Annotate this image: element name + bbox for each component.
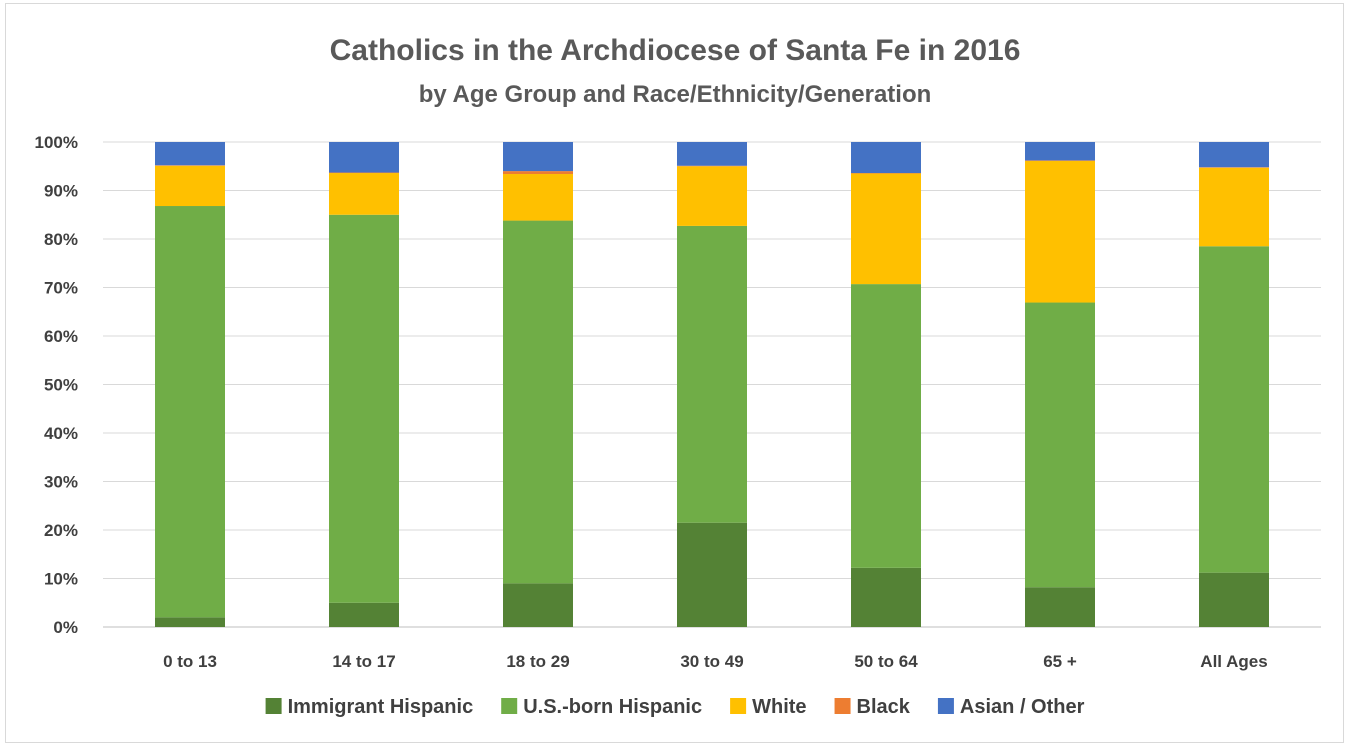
y-tick-label: 50% <box>44 376 78 395</box>
y-tick-label: 70% <box>44 279 78 298</box>
bar-segment-asian-other <box>329 142 399 173</box>
bar-segment-white <box>155 165 225 207</box>
legend-label: Immigrant Hispanic <box>288 696 474 718</box>
x-tick-label: 14 to 17 <box>332 652 395 671</box>
bar-segment-u-s-born-hispanic <box>155 206 225 618</box>
bar-segment-immigrant-hispanic <box>329 602 399 627</box>
y-tick-label: 30% <box>44 473 78 492</box>
x-tick-label: 65 + <box>1043 652 1077 671</box>
bar-segment-white <box>1025 160 1095 303</box>
y-tick-label: 80% <box>44 230 78 249</box>
bar-segment-immigrant-hispanic <box>1025 587 1095 627</box>
y-tick-label: 60% <box>44 327 78 346</box>
bar-segment-u-s-born-hispanic <box>851 284 921 568</box>
legend-label: U.S.-born Hispanic <box>523 696 702 718</box>
bars <box>155 142 1269 627</box>
bar-segment-white <box>503 174 573 221</box>
legend-swatch <box>834 698 851 714</box>
legend-item: Immigrant Hispanic <box>265 696 474 718</box>
bar-segment-asian-other <box>851 142 921 174</box>
y-tick-label: 90% <box>44 182 78 201</box>
bar-segment-asian-other <box>503 142 573 172</box>
x-tick-label: 0 to 13 <box>163 652 217 671</box>
bar-segment-white <box>1199 167 1269 247</box>
legend-label: Black <box>857 696 911 718</box>
bar-segment-u-s-born-hispanic <box>329 214 399 603</box>
y-tick-label: 0% <box>53 618 78 637</box>
y-tick-label: 100% <box>35 133 78 152</box>
chart-frame <box>5 3 1344 743</box>
x-tick-label: 18 to 29 <box>506 652 569 671</box>
legend-swatch <box>937 698 954 714</box>
bar-segment-immigrant-hispanic <box>503 583 573 627</box>
legend: Immigrant Hispanic U.S.-born Hispanic Whit… <box>265 696 1085 718</box>
bar-segment-asian-other <box>677 142 747 166</box>
bar-segment-asian-other <box>155 142 225 166</box>
bar-segment-asian-other <box>1199 142 1269 168</box>
legend-item: Asian / Other <box>937 696 1085 718</box>
bar-segment-white <box>329 173 399 215</box>
bar-segment-immigrant-hispanic <box>851 567 921 627</box>
bar-segment-u-s-born-hispanic <box>1025 302 1095 588</box>
bar-segment-asian-other <box>1025 142 1095 161</box>
legend-item: U.S.-born Hispanic <box>501 696 702 718</box>
bar-segment-u-s-born-hispanic <box>503 220 573 584</box>
x-axis-ticks: 0 to 13 14 to 17 18 to 29 30 to 49 50 to 64 6… <box>163 652 1268 671</box>
legend-swatch <box>730 698 747 714</box>
y-axis-ticks: 0% 10% 20% 30% 40% 50% 60% 70% 80% 90% 100% <box>35 133 78 637</box>
bar-segment-u-s-born-hispanic <box>677 225 747 523</box>
chart-title: Catholics in the Archdiocese of Santa Fe… <box>330 34 1021 67</box>
legend-swatch <box>501 698 518 714</box>
bar-segment-immigrant-hispanic <box>1199 572 1269 627</box>
y-tick-label: 40% <box>44 424 78 443</box>
bar-segment-white <box>677 166 747 226</box>
chart-subtitle: by Age Group and Race/Ethnicity/Generati… <box>419 81 932 108</box>
legend-item: White <box>730 696 807 718</box>
bar-segment-white <box>851 173 921 285</box>
legend-swatch <box>265 698 282 714</box>
y-tick-label: 20% <box>44 521 78 540</box>
legend-item: Black <box>834 696 911 718</box>
x-tick-label: 30 to 49 <box>680 652 743 671</box>
bar-segment-immigrant-hispanic <box>677 522 747 627</box>
bar-segment-black <box>503 171 573 175</box>
legend-label: White <box>752 696 806 718</box>
y-tick-label: 10% <box>44 570 78 589</box>
x-tick-label: All Ages <box>1200 652 1267 671</box>
x-tick-label: 50 to 64 <box>854 652 918 671</box>
bar-segment-u-s-born-hispanic <box>1199 246 1269 573</box>
legend-label: Asian / Other <box>960 696 1085 718</box>
bar-segment-immigrant-hispanic <box>155 617 225 627</box>
